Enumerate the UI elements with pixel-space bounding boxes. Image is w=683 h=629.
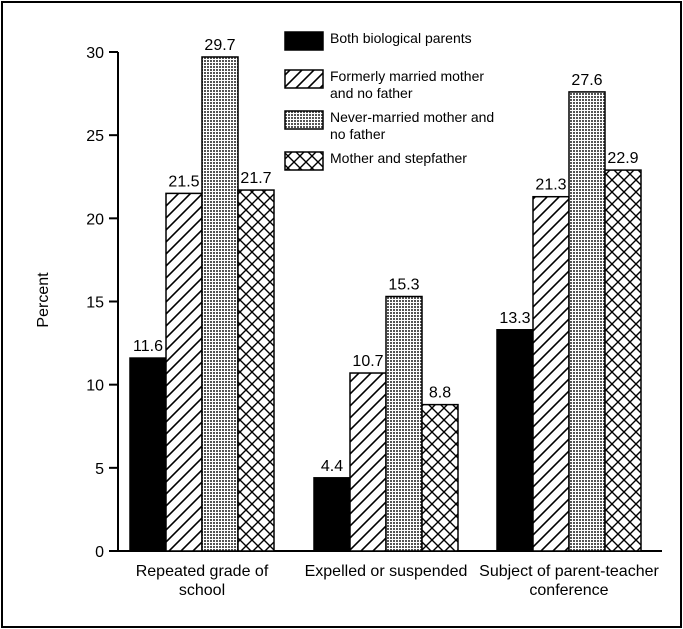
value-label: 21.7	[240, 170, 271, 187]
y-tick-label: 20	[86, 211, 104, 228]
legend-swatch	[284, 31, 324, 51]
legend-label: Mother and stepfather	[330, 150, 467, 166]
value-label: 11.6	[133, 338, 163, 355]
value-label: 21.5	[168, 173, 199, 190]
value-label: 21.3	[535, 177, 566, 194]
value-label: 10.7	[352, 353, 383, 370]
legend-label: Both biological parents	[330, 30, 472, 46]
bar	[237, 189, 275, 552]
y-tick-label: 15	[86, 295, 104, 312]
bar	[421, 403, 459, 552]
bar	[568, 91, 606, 552]
y-tick-label: 5	[95, 461, 104, 478]
legend-label: Never-married mother and no father	[330, 109, 495, 142]
y-tick-label: 10	[86, 378, 104, 395]
value-label: 29.7	[204, 37, 235, 54]
bar	[496, 329, 534, 552]
bar	[604, 169, 642, 552]
bar	[165, 192, 203, 552]
value-label: 22.9	[607, 150, 638, 167]
x-tick-label: Expelled or suspended	[304, 563, 468, 580]
y-tick-label: 30	[86, 45, 104, 62]
bar	[201, 56, 239, 552]
value-label: 8.8	[429, 385, 451, 402]
legend-swatch	[284, 151, 324, 171]
bar	[129, 357, 167, 552]
x-tick-label: Subject of parent-teacher conference	[479, 563, 659, 599]
legend-label: Formerly married mother and no father	[330, 68, 485, 101]
y-tick-label: 0	[95, 544, 104, 561]
legend-swatch	[284, 110, 324, 130]
y-tick-label: 25	[86, 128, 104, 145]
value-label: 27.6	[571, 72, 602, 89]
value-label: 13.3	[499, 310, 530, 327]
bar	[349, 372, 387, 552]
value-label: 4.4	[321, 458, 343, 475]
value-label: 15.3	[388, 277, 419, 294]
x-tick-label: Repeated grade of school	[135, 563, 269, 599]
bar	[313, 477, 351, 552]
bar	[532, 195, 570, 552]
bar	[385, 295, 423, 552]
y-axis-label: Percent	[35, 272, 52, 328]
legend-swatch	[284, 69, 324, 89]
